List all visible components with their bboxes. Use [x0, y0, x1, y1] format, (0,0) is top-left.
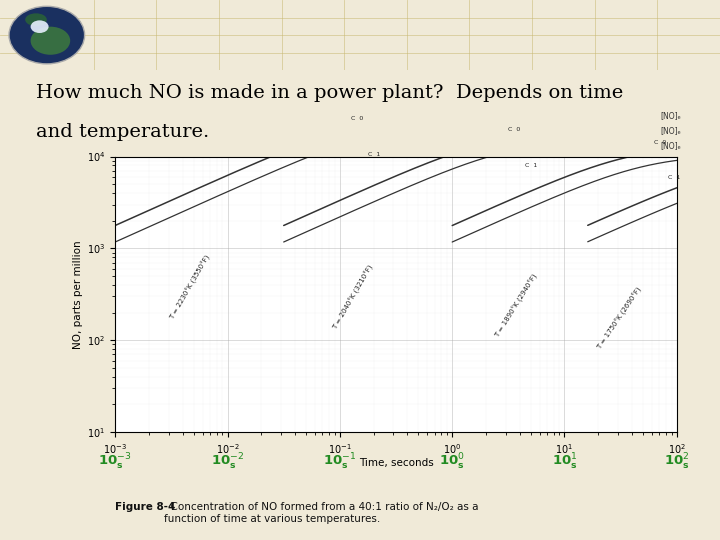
- Text: $\mathbf{10}^{1}_{\mathbf{s}}$: $\mathbf{10}^{1}_{\mathbf{s}}$: [552, 451, 577, 472]
- Text: Figure 8-4: Figure 8-4: [115, 502, 176, 512]
- Text: T = 2040°K (3210°F): T = 2040°K (3210°F): [332, 264, 375, 330]
- X-axis label: Time, seconds: Time, seconds: [359, 458, 433, 468]
- Text: Concentration of NO formed from a 40:1 ratio of N₂/O₂ as a
function of time at v: Concentration of NO formed from a 40:1 r…: [164, 502, 479, 524]
- Y-axis label: NO, parts per million: NO, parts per million: [73, 240, 83, 349]
- Text: $\mathbf{10}^{0}_{\mathbf{s}}$: $\mathbf{10}^{0}_{\mathbf{s}}$: [439, 451, 465, 472]
- Text: $\mathbf{10}^{2}_{\mathbf{s}}$: $\mathbf{10}^{2}_{\mathbf{s}}$: [664, 451, 690, 472]
- Text: C  1: C 1: [525, 163, 537, 167]
- Text: C  1: C 1: [368, 152, 380, 157]
- Text: C  0: C 0: [508, 127, 521, 132]
- Text: T = 2230°K (3550°F): T = 2230°K (3550°F): [169, 254, 212, 321]
- Text: $\mathbf{10}^{-1}_{\mathbf{s}}$: $\mathbf{10}^{-1}_{\mathbf{s}}$: [323, 451, 356, 472]
- Ellipse shape: [31, 26, 71, 55]
- Text: $\mathbf{10}^{-3}_{\mathbf{s}}$: $\mathbf{10}^{-3}_{\mathbf{s}}$: [99, 451, 132, 472]
- Text: C  0: C 0: [351, 116, 364, 121]
- Ellipse shape: [25, 14, 47, 26]
- Text: [NO]ₑ: [NO]ₑ: [660, 141, 680, 150]
- Text: C  1: C 1: [668, 175, 680, 180]
- Text: How much NO is made in a power plant?  Depends on time: How much NO is made in a power plant? De…: [36, 84, 624, 102]
- Ellipse shape: [30, 21, 49, 33]
- Text: [NO]ₑ: [NO]ₑ: [660, 111, 680, 120]
- Text: C  0: C 0: [654, 140, 667, 145]
- Text: [NO]ₑ: [NO]ₑ: [660, 126, 680, 136]
- Text: $\mathbf{10}^{-2}_{\mathbf{s}}$: $\mathbf{10}^{-2}_{\mathbf{s}}$: [211, 451, 244, 472]
- Text: and temperature.: and temperature.: [36, 123, 210, 141]
- Ellipse shape: [9, 6, 85, 64]
- Text: T = 1890°K (2940°F): T = 1890°K (2940°F): [494, 273, 539, 339]
- Text: T = 1750°K (2690°F): T = 1750°K (2690°F): [596, 286, 644, 350]
